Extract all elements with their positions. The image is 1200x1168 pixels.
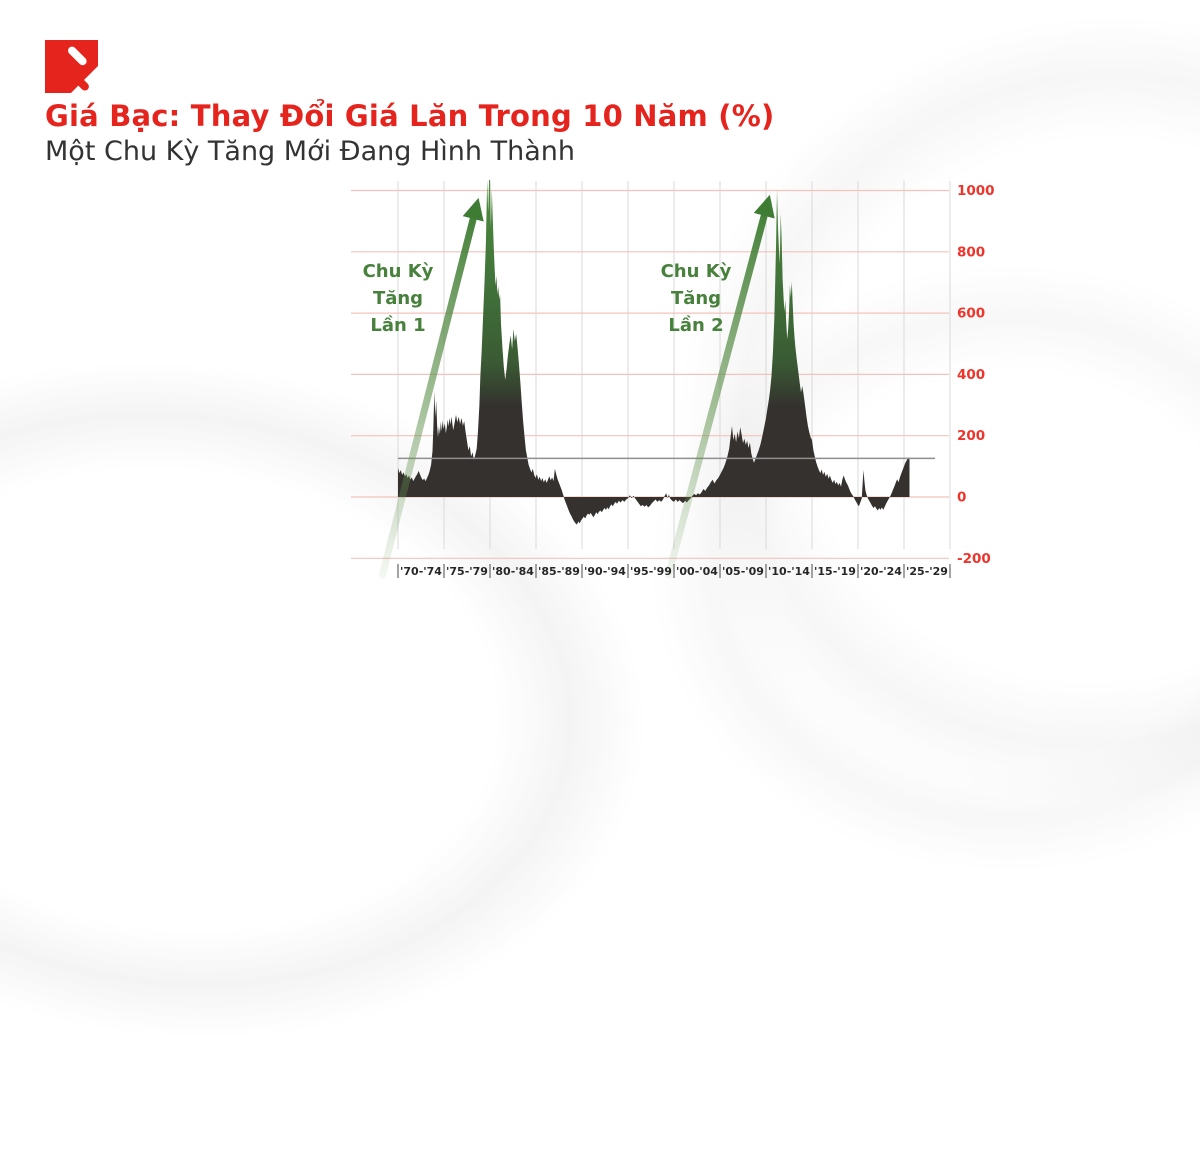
x-tick-label: '70-'74: [400, 565, 442, 578]
x-tick-label: '00-'04: [676, 565, 718, 578]
cycle-annotation-2: Chu Kỳ Tăng Lần 2: [631, 258, 761, 339]
x-tick-label: '95-'99: [630, 565, 672, 578]
area-series: [398, 179, 910, 525]
brand-logo: [45, 40, 98, 93]
y-tick-label: 200: [957, 428, 985, 444]
annotation-line: Chu Kỳ: [660, 261, 732, 282]
header: Giá Bạc: Thay Đổi Giá Lăn Trong 10 Năm (…: [45, 99, 775, 168]
y-tick-label: 800: [957, 244, 985, 260]
page-title: Giá Bạc: Thay Đổi Giá Lăn Trong 10 Năm (…: [45, 99, 775, 133]
page-subtitle: Một Chu Kỳ Tăng Mới Đang Hình Thành: [45, 136, 575, 167]
y-tick-label: 1000: [957, 183, 995, 199]
x-tick-label: '25-'29: [906, 565, 948, 578]
cycle-arrow-1: [378, 197, 484, 579]
cycle-arrow-2: [664, 194, 775, 579]
annotation-line: Tăng: [372, 288, 424, 309]
x-tick-label: '05-'09: [722, 565, 764, 578]
y-tick-label: 600: [957, 306, 985, 322]
cycle-arrows: [378, 194, 775, 579]
x-tick-label: '80-'84: [492, 565, 534, 578]
annotation-line: Tăng: [670, 288, 722, 309]
annotation-line: Chu Kỳ: [362, 261, 434, 282]
x-tick-label: '20-'24: [860, 565, 902, 578]
area-path: [398, 179, 910, 525]
cycle-annotation-1: Chu Kỳ Tăng Lần 1: [333, 258, 463, 339]
y-tick-label: 400: [957, 367, 985, 383]
x-tick-label: '10-'14: [768, 565, 810, 578]
x-axis-labels: '70-'74 '75-'79 '80-'84 '85-'89 '90-'94 '95-'…: [397, 564, 951, 578]
x-tick-label: '75-'79: [446, 565, 488, 578]
y-axis-labels: 1000 800 600 400 200 0 -200: [957, 183, 995, 567]
x-tick-label: '90-'94: [584, 565, 626, 578]
y-tick-label: -200: [957, 551, 991, 567]
x-tick-label: '85-'89: [538, 565, 580, 578]
x-tick-label: '15-'19: [814, 565, 856, 578]
silver-rolling-change-chart: '70-'74 '75-'79 '80-'84 '85-'89 '90-'94 '95-'…: [351, 179, 995, 579]
annotation-line: Lần 2: [668, 315, 724, 336]
y-tick-label: 0: [957, 490, 966, 506]
annotation-line: Lần 1: [370, 315, 426, 336]
